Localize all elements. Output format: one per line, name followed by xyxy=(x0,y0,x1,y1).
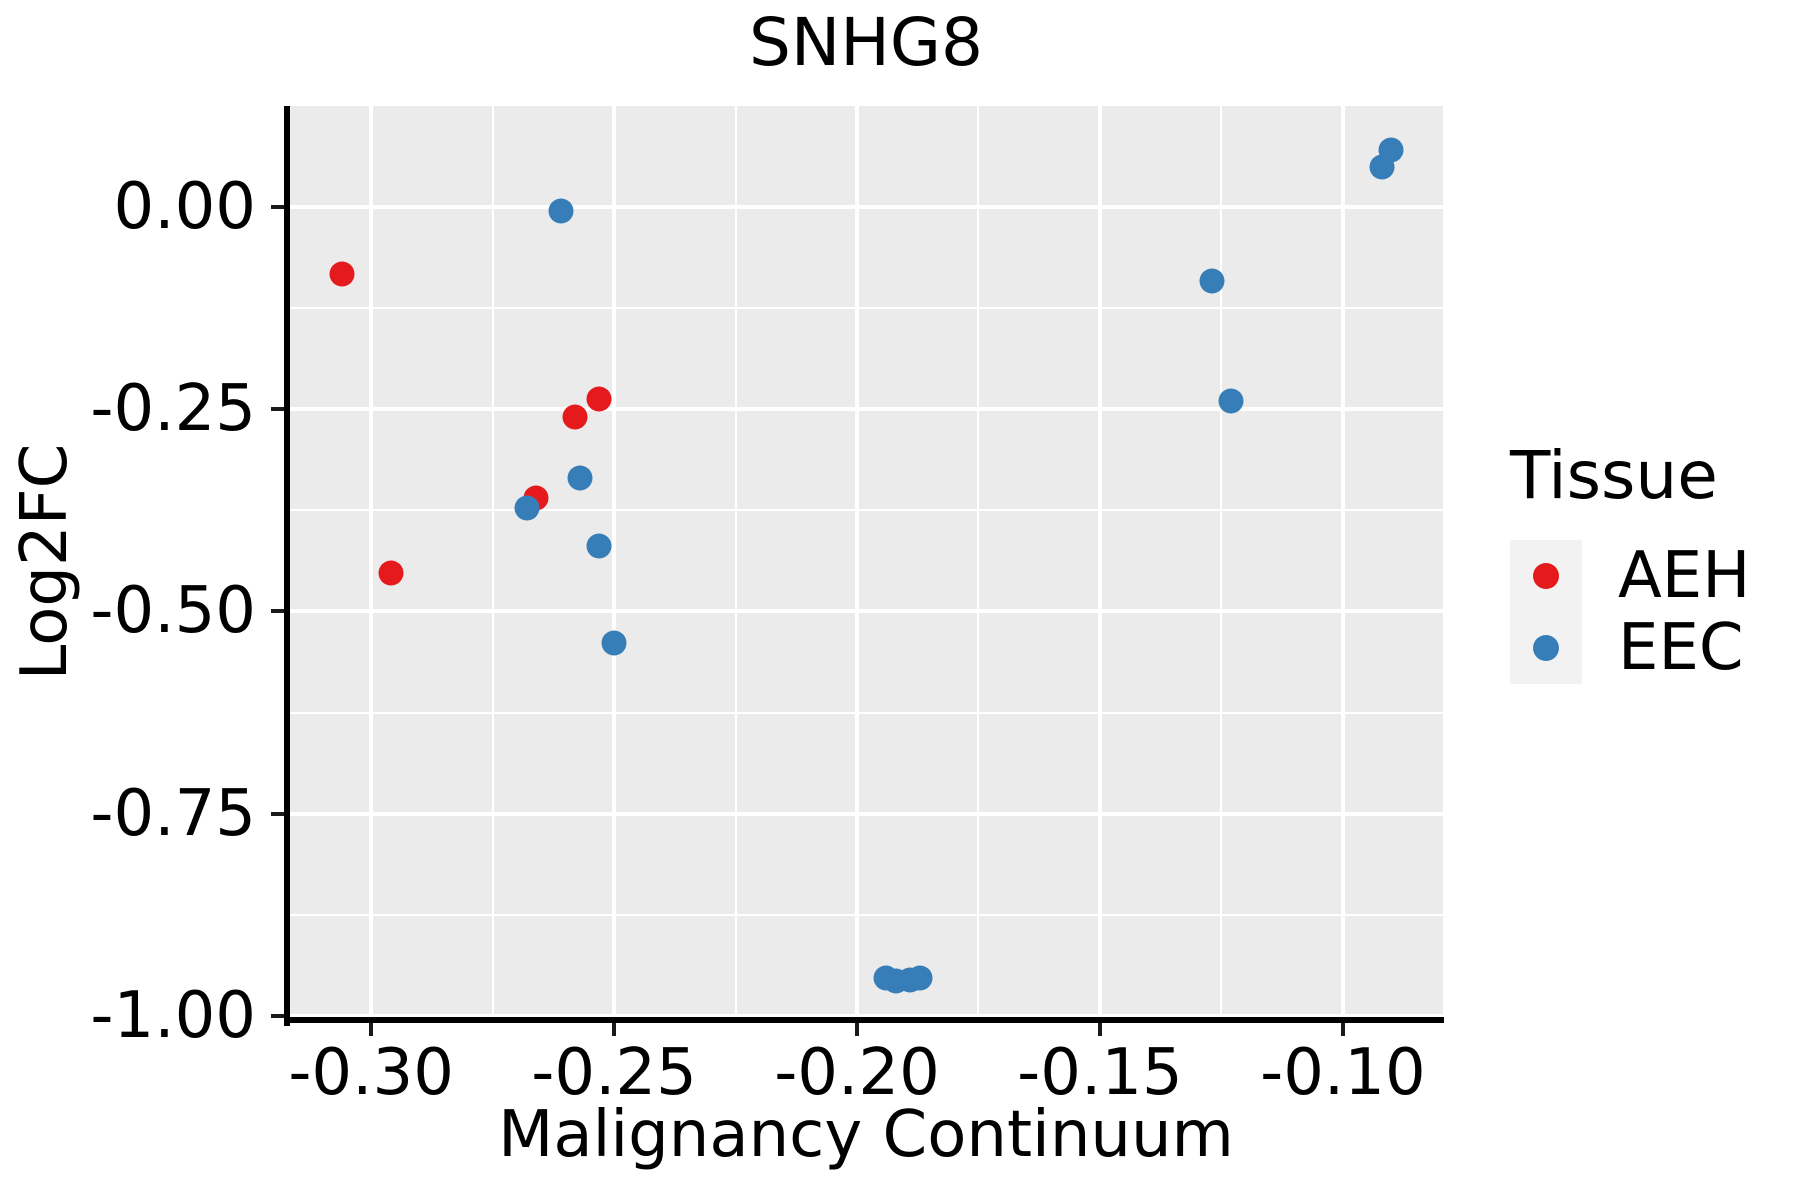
data-point-eec xyxy=(907,965,933,991)
major-gridline-x xyxy=(1340,106,1345,1020)
data-point-eec xyxy=(601,630,627,656)
major-gridline-y xyxy=(289,406,1443,411)
x-tick-mark xyxy=(855,1023,859,1036)
x-tick-mark xyxy=(612,1023,617,1036)
x-tick-label: -0.10 xyxy=(1260,1036,1426,1110)
data-point-eec xyxy=(567,465,593,491)
aeh-dot-icon xyxy=(1533,563,1559,589)
y-tick-label: -0.50 xyxy=(90,574,256,649)
y-tick-label: -0.75 xyxy=(90,776,256,851)
data-point-aeh xyxy=(329,261,355,287)
major-gridline-y xyxy=(289,1014,1443,1019)
x-tick-label: -0.15 xyxy=(1017,1036,1183,1110)
y-axis-line xyxy=(284,106,290,1026)
data-point-aeh xyxy=(586,386,612,412)
x-tick-label: -0.25 xyxy=(531,1036,697,1110)
data-point-aeh xyxy=(378,560,404,586)
x-tick-mark xyxy=(1340,1023,1345,1036)
minor-gridline-y xyxy=(289,306,1443,309)
legend-key-aeh xyxy=(1510,540,1582,612)
x-tick-label: -0.30 xyxy=(288,1036,454,1110)
data-point-aeh xyxy=(562,404,588,430)
y-tick-label: -0.25 xyxy=(90,371,256,446)
x-tick-mark xyxy=(1097,1023,1102,1036)
y-axis-title: Log2FC xyxy=(8,443,82,681)
major-gridline-x xyxy=(1097,106,1102,1020)
chart-title: SNHG8 xyxy=(748,4,984,81)
y-tick-mark xyxy=(271,811,284,816)
minor-gridline-x xyxy=(977,106,980,1020)
data-point-eec xyxy=(548,198,574,224)
x-axis-line xyxy=(284,1017,1444,1023)
y-tick-mark xyxy=(271,406,284,411)
x-axis-title: Malignancy Continuum xyxy=(498,1098,1234,1172)
major-gridline-y xyxy=(289,204,1443,209)
data-point-eec xyxy=(514,495,540,521)
major-gridline-y xyxy=(289,811,1443,816)
major-gridline-x xyxy=(855,106,859,1020)
y-tick-label: -1.00 xyxy=(90,979,256,1054)
data-point-eec xyxy=(1218,388,1244,414)
x-tick-mark xyxy=(369,1023,374,1036)
legend-key-eec xyxy=(1510,612,1582,684)
minor-gridline-x xyxy=(734,106,737,1020)
data-point-eec xyxy=(1378,137,1404,163)
y-tick-mark xyxy=(271,204,284,209)
data-point-eec xyxy=(586,533,612,559)
y-tick-mark xyxy=(271,1014,284,1019)
y-tick-label: 0.00 xyxy=(113,169,257,244)
minor-gridline-x xyxy=(491,106,494,1020)
legend-label-eec: EEC xyxy=(1618,611,1744,685)
legend: Tissue AEH EEC xyxy=(1510,436,1751,685)
legend-entry-eec: EEC xyxy=(1510,611,1750,685)
minor-gridline-y xyxy=(289,914,1443,917)
x-tick-label: -0.20 xyxy=(774,1036,940,1110)
minor-gridline-x xyxy=(1220,106,1223,1020)
legend-entry-aeh: AEH xyxy=(1510,539,1751,613)
major-gridline-y xyxy=(289,609,1443,614)
eec-dot-icon xyxy=(1533,635,1559,661)
legend-label-aeh: AEH xyxy=(1618,539,1751,613)
legend-title: Tissue xyxy=(1510,437,1718,514)
minor-gridline-y xyxy=(289,509,1443,512)
minor-gridline-y xyxy=(289,711,1443,714)
major-gridline-x xyxy=(369,106,374,1020)
plot-panel xyxy=(289,106,1443,1020)
major-gridline-x xyxy=(612,106,617,1020)
data-point-eec xyxy=(1199,268,1225,294)
y-tick-mark xyxy=(271,609,284,614)
